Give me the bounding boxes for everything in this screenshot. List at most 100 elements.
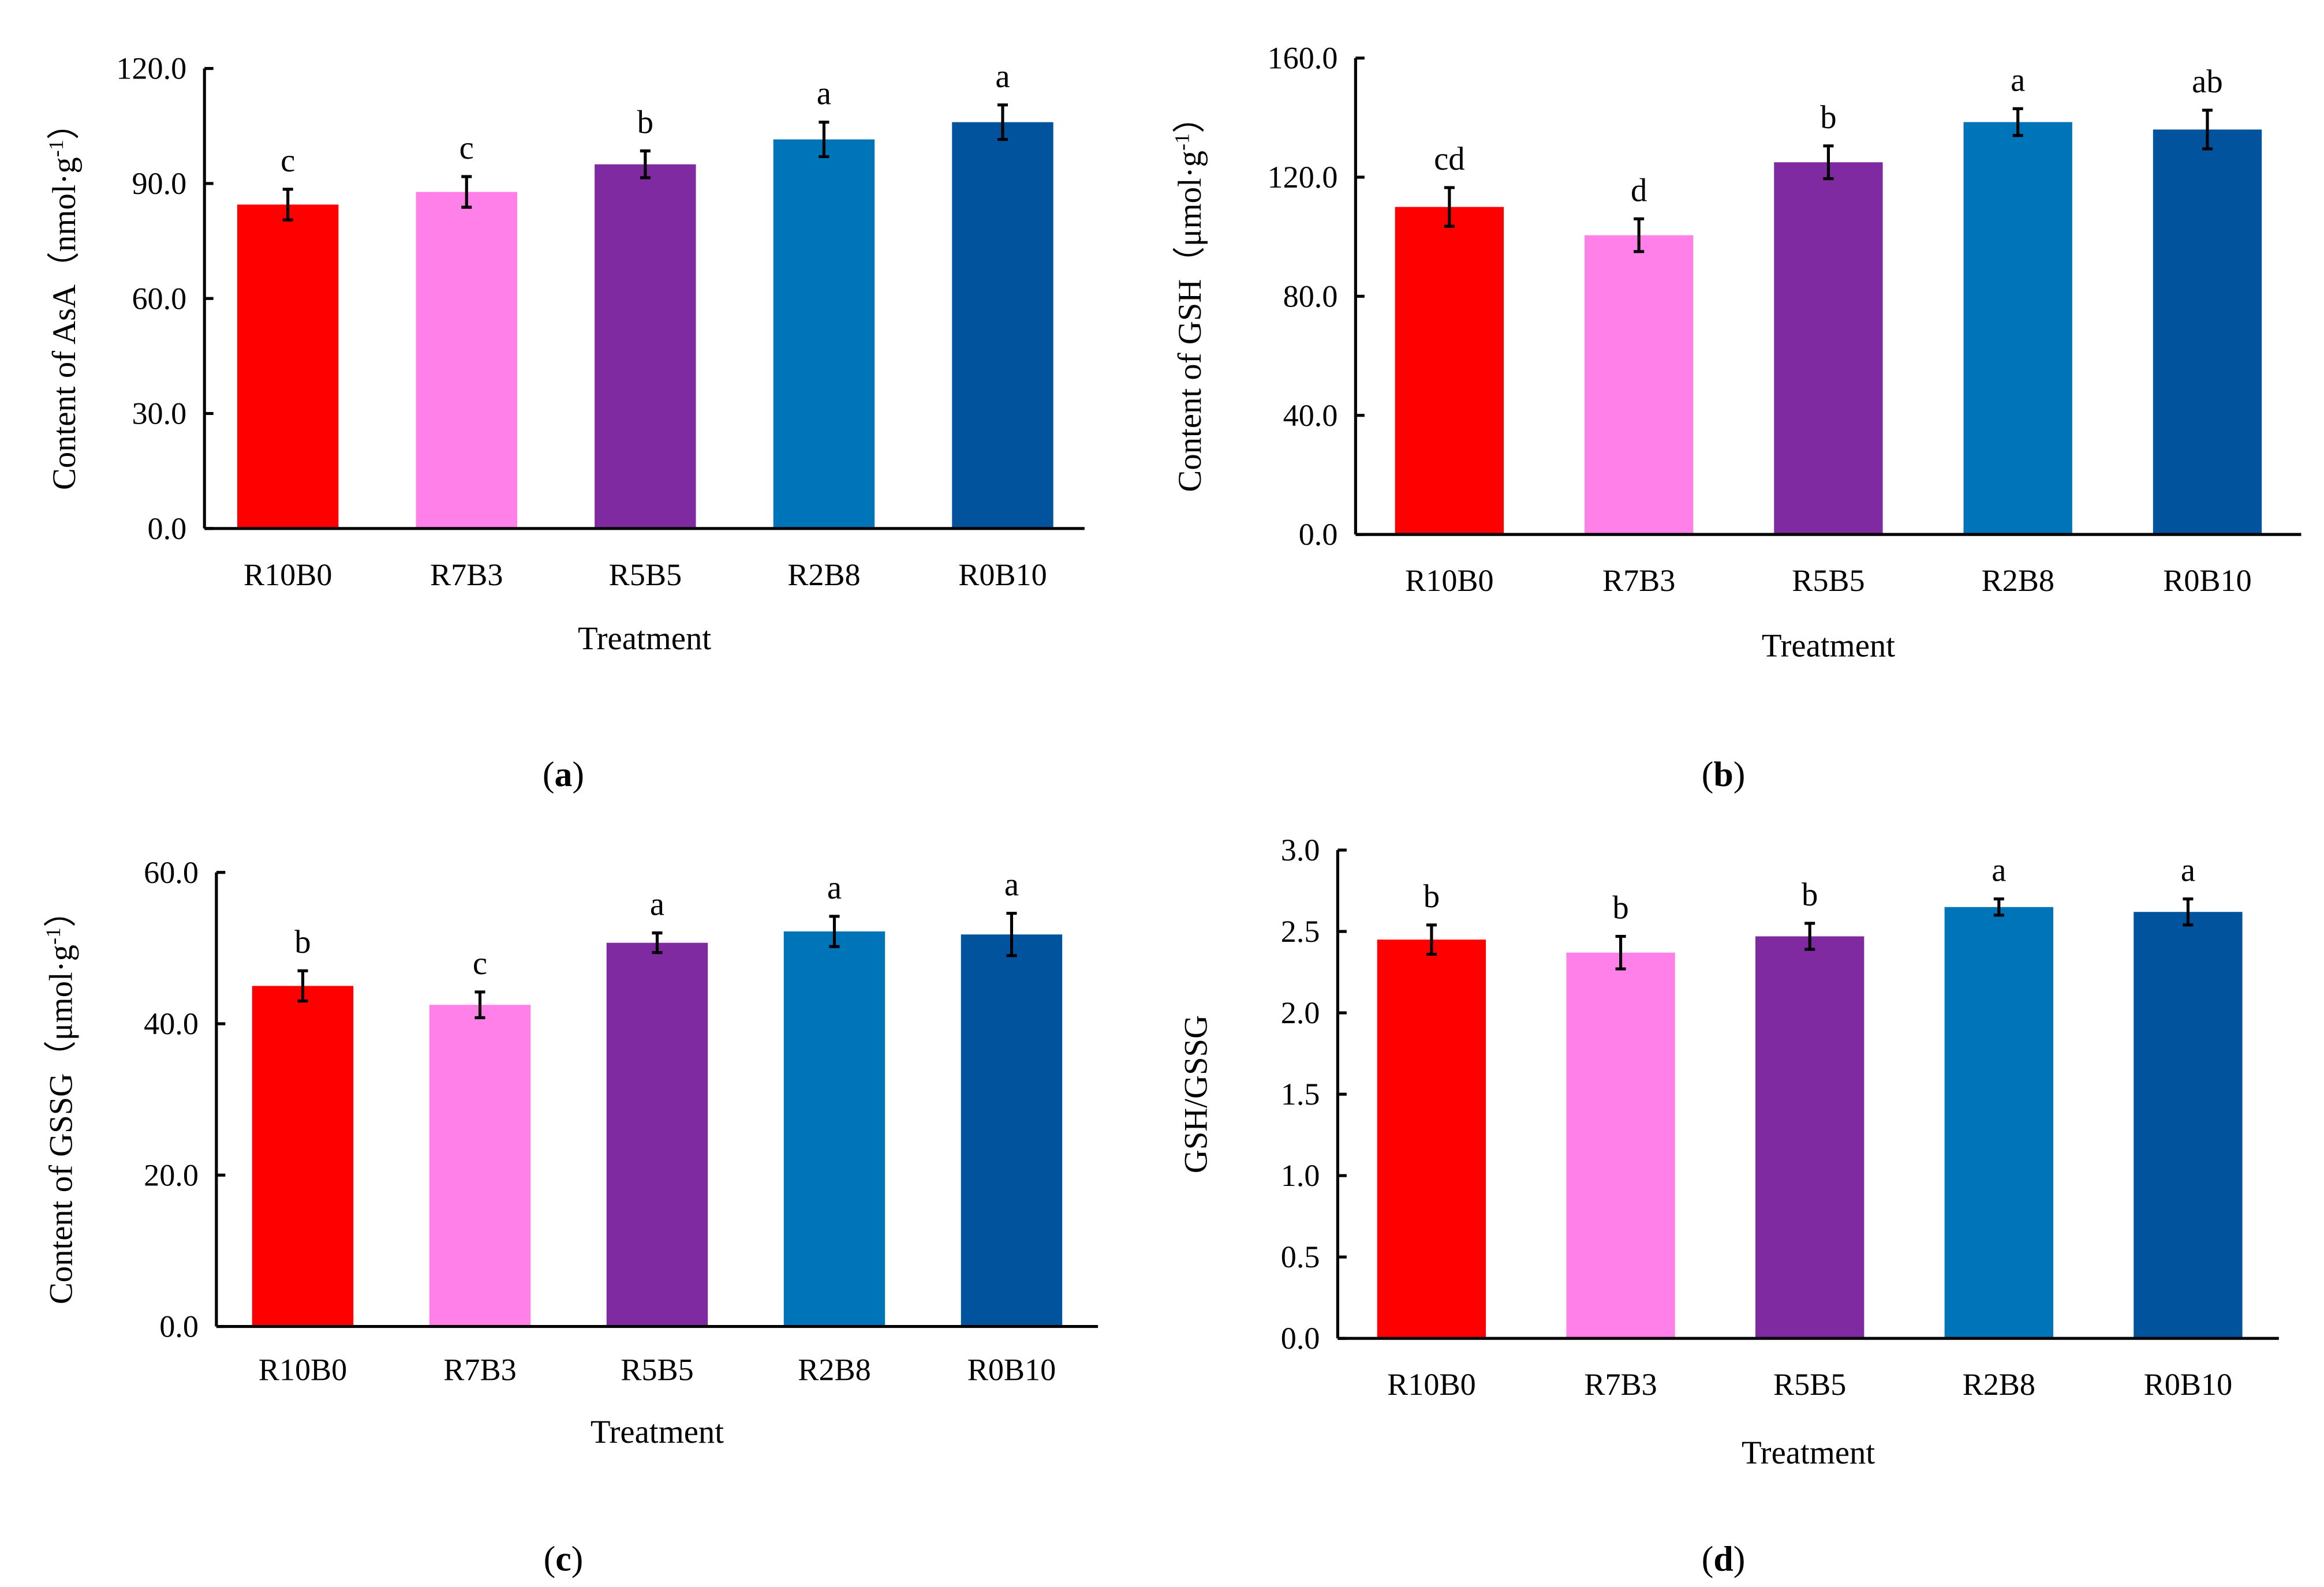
bar-R10B0	[1377, 940, 1486, 1339]
x-axis-title: Treatment	[1742, 1435, 1875, 1471]
x-tick-label: R0B10	[958, 557, 1047, 592]
bar-R2B8	[1963, 122, 2072, 535]
error-bar	[1634, 217, 1645, 253]
y-tick-label: 40.0	[1283, 398, 1338, 433]
x-tick-label: R5B5	[1792, 563, 1865, 598]
y-tick-label: 1.0	[1281, 1158, 1320, 1193]
x-tick-label: R0B10	[2144, 1367, 2232, 1402]
y-axis-title-close: ）	[1172, 100, 1208, 133]
panel-label-close: )	[572, 755, 584, 794]
panel-label-open: (	[543, 755, 555, 794]
x-tick-label: R5B5	[609, 557, 682, 592]
y-axis-title-unit: （μmol·g	[1172, 151, 1208, 279]
error-bar	[474, 990, 485, 1020]
y-tick-label: 40.0	[144, 1006, 199, 1041]
bar-R10B0	[237, 204, 339, 529]
panel-label-letter: c	[555, 1540, 571, 1579]
bar-R5B5	[606, 942, 708, 1327]
significance-letter: b	[1802, 877, 1818, 913]
y-axis-title-close: ）	[43, 894, 80, 927]
bar-R0B10	[952, 122, 1053, 529]
x-tick-label: R7B3	[430, 557, 503, 592]
x-axis-title: Treatment	[591, 1414, 724, 1450]
panel-label-letter: b	[1713, 755, 1733, 794]
y-axis-title-main: Content of GSH	[1172, 279, 1208, 492]
error-bar	[1006, 911, 1017, 957]
y-tick-label: 30.0	[132, 396, 186, 431]
significance-letter: c	[459, 130, 474, 166]
significance-letter: a	[1004, 867, 1019, 903]
x-tick-label: R7B3	[1584, 1367, 1657, 1402]
x-tick-label: R7B3	[1602, 563, 1675, 598]
x-axis-title: Treatment	[1762, 628, 1895, 664]
y-tick-label: 60.0	[132, 281, 186, 316]
y-axis-title-main: Content of GSSG	[43, 1073, 80, 1304]
bar-R2B8	[773, 139, 875, 529]
y-axis-title-unit: （μmol·g	[43, 945, 80, 1073]
x-tick-label: R10B0	[259, 1352, 347, 1387]
bar-R10B0	[252, 986, 354, 1327]
chart-panel-b: cd R10B0 d R7B3 b R5B5 a R2B8 ab R0B10 0.0 40.0 80.0…	[1170, 41, 2301, 794]
significance-letter: b	[637, 104, 653, 141]
y-axis-title-close: ）	[46, 107, 83, 140]
error-bar	[2012, 107, 2023, 137]
panel-label-close: )	[1733, 1540, 1746, 1579]
panel-label: (d)	[1702, 1540, 1746, 1579]
x-tick-label: R10B0	[1387, 1367, 1475, 1402]
significance-letter: a	[995, 58, 1010, 95]
error-bar	[1426, 923, 1437, 956]
error-bar	[297, 969, 308, 1003]
chart-panel-c: b R10B0 c R7B3 a R5B5 a R2B8 a R0B10 0.0 20.0 40.0 60…	[42, 855, 1099, 1579]
x-tick-label: R10B0	[1405, 563, 1493, 598]
bar-R10B0	[1395, 207, 1504, 535]
panel-label: (a)	[543, 755, 584, 794]
significance-letter: cd	[1434, 141, 1465, 177]
bar-R0B10	[961, 934, 1063, 1327]
error-bar	[1823, 144, 1834, 181]
y-axis-title: GSH/GSSG	[1178, 1015, 1214, 1173]
chart-panel-a: c R10B0 c R7B3 b R5B5 a R2B8 a R0B10 0.0 30.0 60.0 90…	[44, 51, 1085, 794]
significance-letter: b	[1423, 878, 1440, 915]
significance-letter: a	[1992, 852, 2006, 889]
panel-label-open: (	[544, 1540, 556, 1579]
error-bar	[461, 175, 472, 209]
error-bar	[829, 915, 840, 948]
bar-R7B3	[429, 1005, 531, 1327]
bar-R0B10	[2153, 129, 2262, 535]
panel-label-close: )	[571, 1540, 584, 1579]
x-tick-label: R0B10	[2163, 563, 2251, 598]
bar-R5B5	[595, 164, 696, 529]
bar-R5B5	[1755, 936, 1865, 1339]
significance-letter: a	[2181, 852, 2195, 889]
panel-label: (b)	[1702, 755, 1746, 794]
bar-R7B3	[416, 192, 517, 529]
error-bar	[2202, 108, 2213, 151]
y-tick-label: 0.0	[159, 1309, 199, 1344]
panel-label-open: (	[1702, 755, 1714, 794]
bar-R2B8	[783, 931, 885, 1327]
panel-label: (c)	[544, 1540, 584, 1579]
x-tick-label: R2B8	[787, 557, 860, 592]
y-tick-label: 120.0	[1268, 160, 1338, 194]
y-axis-title-sup: -1	[42, 927, 65, 945]
error-bar	[997, 103, 1008, 141]
panel-label-letter: d	[1713, 1540, 1733, 1579]
panel-label-letter: a	[554, 755, 572, 794]
x-tick-label: R0B10	[967, 1352, 1056, 1387]
y-axis-title-sup: -1	[1170, 133, 1193, 151]
significance-letter: b	[1612, 890, 1628, 926]
x-tick-label: R2B8	[798, 1352, 870, 1387]
significance-letter: b	[1820, 99, 1836, 136]
y-tick-label: 1.5	[1281, 1077, 1320, 1111]
significance-letter: a	[827, 870, 842, 906]
significance-letter: a	[650, 886, 664, 923]
error-bar	[1804, 922, 1815, 951]
y-tick-label: 0.0	[148, 511, 187, 546]
y-tick-label: 80.0	[1283, 279, 1338, 313]
error-bar	[2183, 897, 2194, 927]
bar-R7B3	[1585, 235, 1694, 535]
x-axis-title: Treatment	[578, 620, 711, 657]
y-tick-label: 0.5	[1281, 1240, 1320, 1274]
error-bar	[282, 188, 293, 222]
